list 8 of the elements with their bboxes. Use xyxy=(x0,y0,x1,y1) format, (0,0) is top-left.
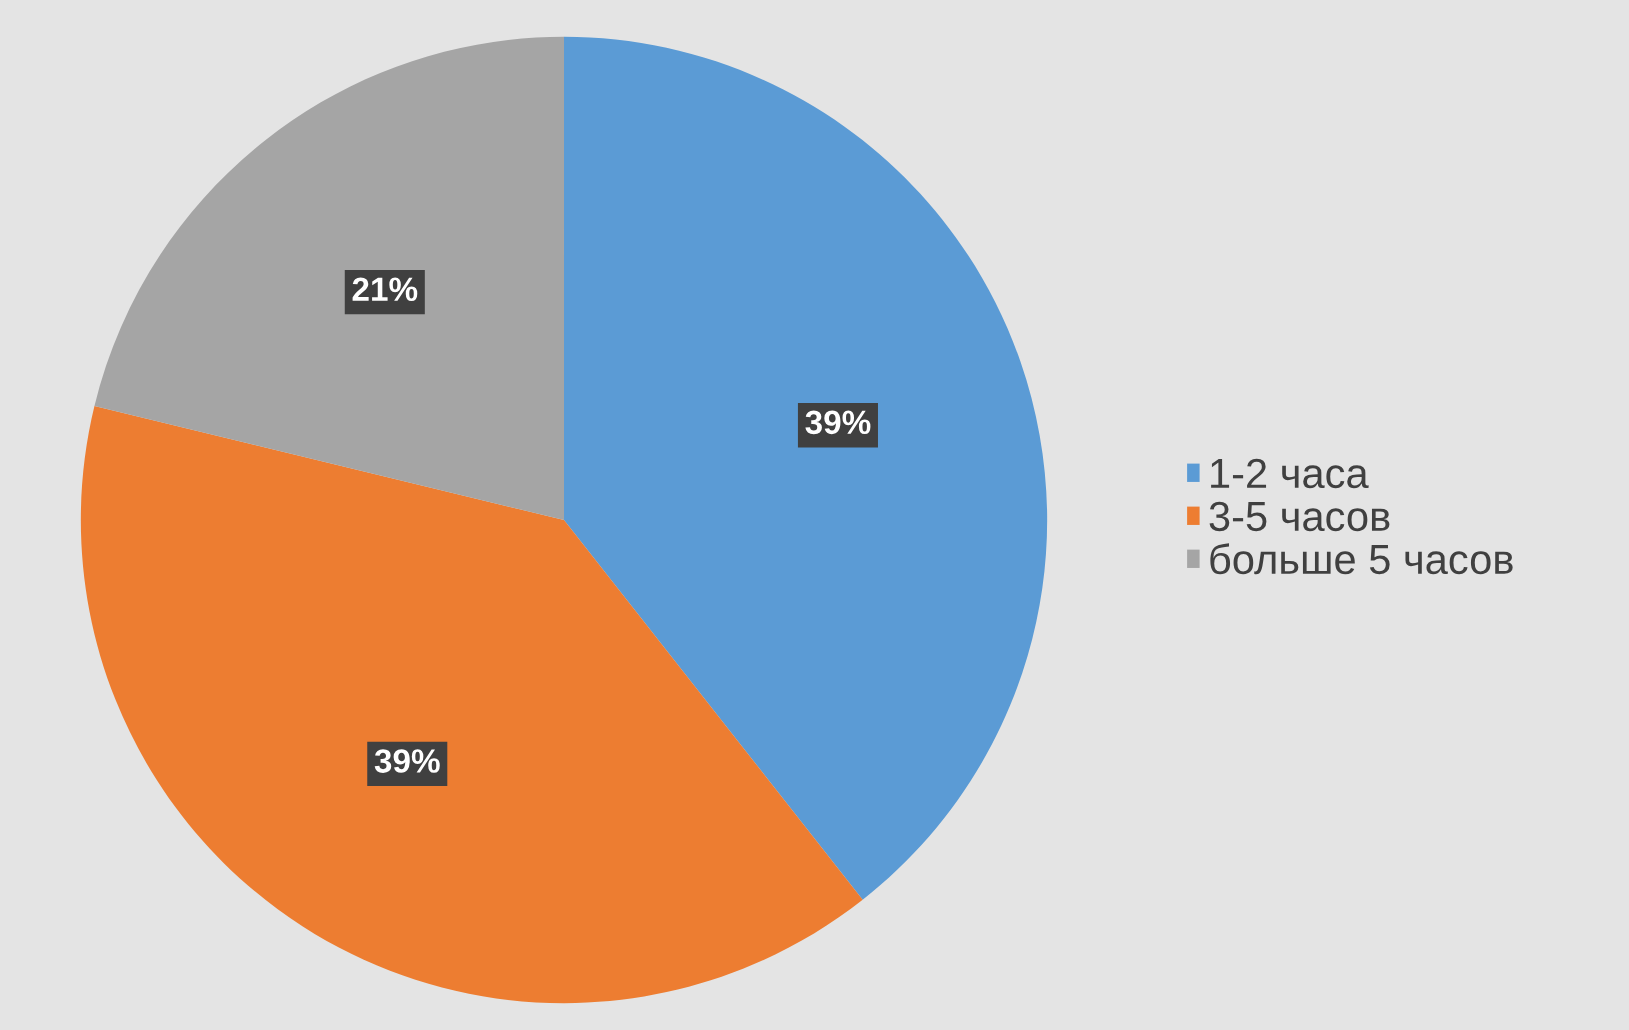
legend-label: 3-5 часов xyxy=(1209,501,1390,532)
data-label: 39% xyxy=(374,749,440,773)
legend-label: больше 5 часов xyxy=(1210,543,1513,575)
legend-label: 1-2 часа xyxy=(1211,458,1369,489)
data-label: 21% xyxy=(352,277,418,301)
pie-slice xyxy=(564,36,1048,900)
data-label: 39% xyxy=(805,410,871,435)
pie-slice xyxy=(94,36,564,520)
